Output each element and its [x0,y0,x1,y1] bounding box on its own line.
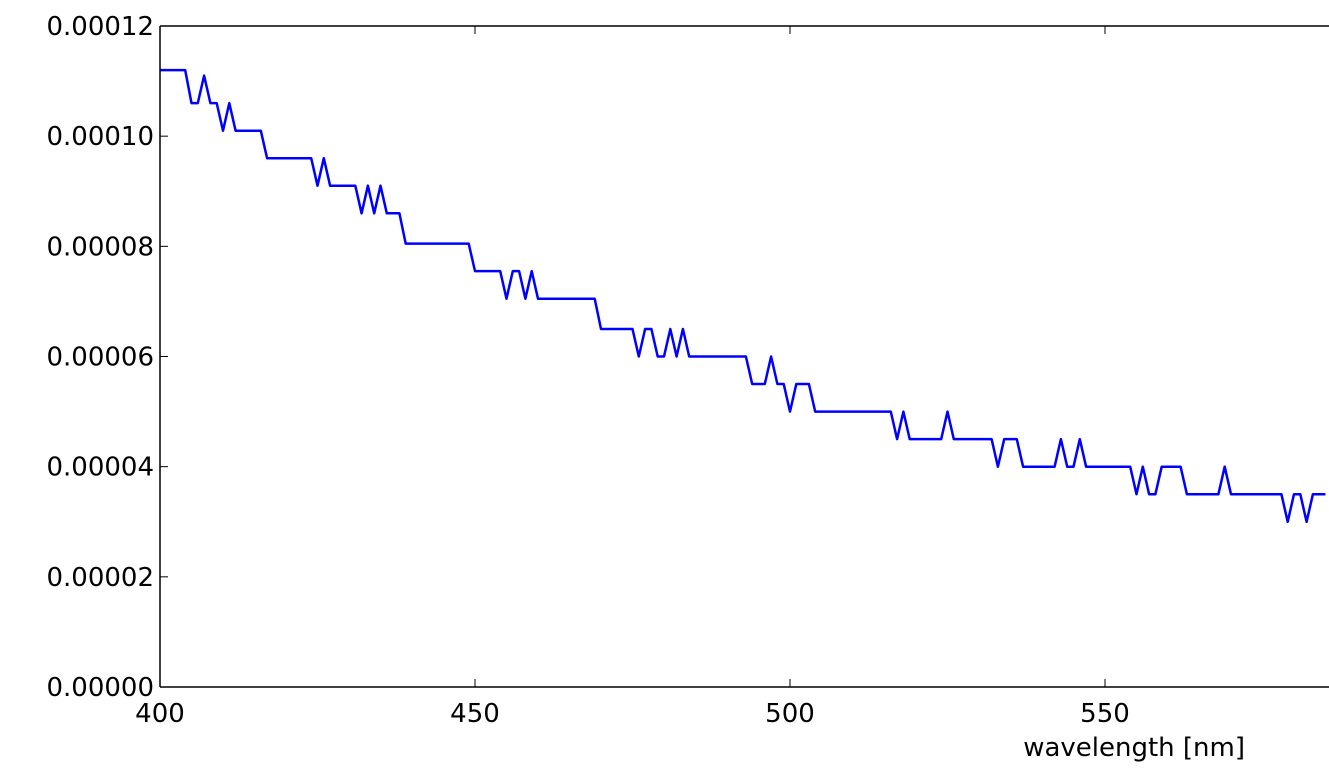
y-tick-label: 0.00006 [46,343,154,373]
x-tick-label: 450 [450,699,500,729]
series-line-0 [160,68,1326,524]
series-layer [160,68,1326,524]
x-axis-label: wavelength [nm] [1023,733,1245,763]
y-tick-label: 0.00004 [46,453,154,483]
x-axis: 400 450 500 550 [135,26,1130,729]
x-tick-label: 500 [765,699,815,729]
y-tick-label: 0.00008 [46,232,154,262]
y-tick-label: 0.00010 [46,122,154,152]
y-tick-label: 0.00002 [46,563,154,593]
y-tick-label: 0.00012 [46,12,154,42]
y-tick-label: 0.00000 [46,673,154,703]
x-tick-label: 400 [135,699,185,729]
y-axis: 0.00000 0.00002 0.00004 0.00006 0.00008 0.000… [46,12,168,703]
x-tick-label: 550 [1080,699,1130,729]
